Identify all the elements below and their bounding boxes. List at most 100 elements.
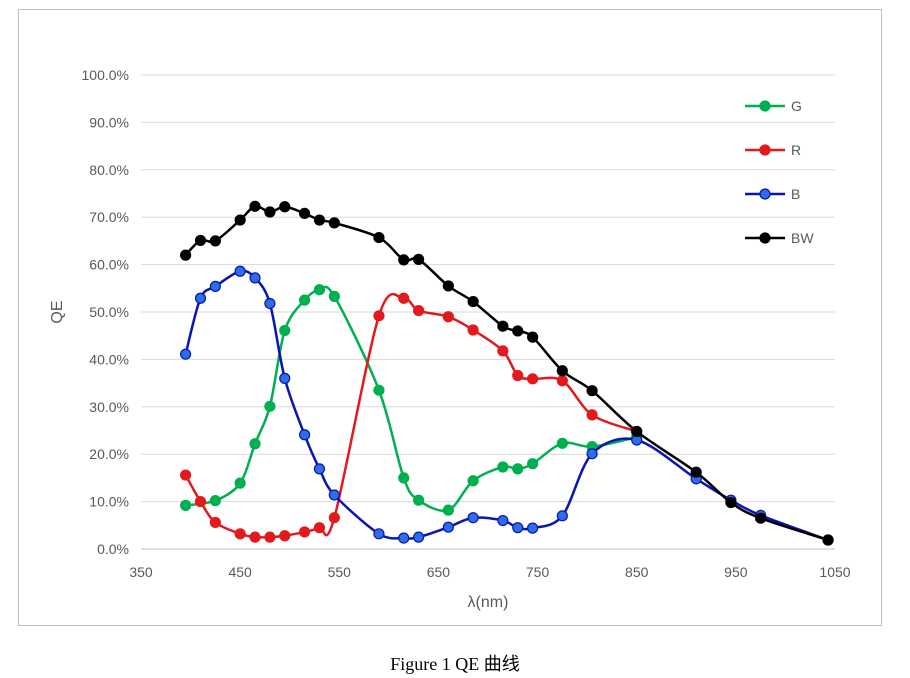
y-tick-label: 0.0%	[97, 541, 129, 557]
series-b	[180, 265, 834, 546]
data-point-g	[512, 463, 524, 475]
data-point-b	[373, 528, 385, 540]
data-point-g	[556, 437, 568, 449]
series-lines	[180, 200, 834, 546]
y-tick-label: 90.0%	[89, 114, 129, 130]
gridlines	[141, 74, 835, 550]
figure-caption: Figure 1 QE 曲线	[390, 654, 520, 674]
x-tick-label: 350	[129, 564, 153, 580]
data-point-b	[194, 292, 207, 304]
data-point-bw	[725, 496, 737, 509]
data-point-g	[527, 458, 539, 470]
data-point-r	[467, 324, 479, 336]
x-tick-label: 950	[724, 564, 748, 580]
data-point-bw	[527, 331, 539, 343]
data-point-b	[497, 514, 509, 527]
legend-entry-b: B	[745, 186, 800, 202]
data-point-g	[373, 384, 385, 396]
data-point-r	[209, 516, 221, 529]
data-point-bw	[442, 280, 454, 292]
data-point-bw	[690, 466, 702, 478]
data-point-g	[467, 475, 479, 487]
data-point-r	[194, 496, 207, 508]
series-bw	[180, 200, 834, 546]
legend: G R B BW	[745, 98, 814, 246]
data-point-bw	[556, 365, 568, 377]
data-point-bw	[298, 207, 311, 220]
data-point-g	[328, 290, 340, 302]
data-point-bw	[313, 214, 326, 226]
data-point-b	[413, 531, 425, 543]
y-tick-label: 40.0%	[89, 351, 129, 367]
data-point-r	[298, 526, 311, 538]
data-point-g	[298, 294, 311, 306]
data-point-r	[279, 530, 291, 542]
data-point-g	[234, 477, 246, 489]
data-point-g	[264, 400, 276, 412]
data-point-b	[298, 429, 311, 441]
data-point-r	[373, 310, 385, 322]
x-tick-label: 750	[526, 564, 550, 580]
data-point-r	[249, 531, 261, 543]
data-point-b	[512, 522, 524, 534]
data-point-bw	[822, 534, 834, 546]
data-point-r	[313, 522, 326, 534]
legend-marker-bw	[759, 232, 771, 244]
data-point-r	[527, 373, 539, 385]
data-point-b	[249, 272, 261, 284]
data-point-bw	[512, 325, 524, 337]
data-point-b	[527, 522, 539, 534]
data-point-bw	[398, 254, 410, 266]
x-tick-label: 1050	[819, 564, 850, 580]
data-point-g	[209, 495, 221, 507]
data-point-g	[398, 472, 410, 484]
data-point-bw	[467, 295, 479, 308]
y-tick-label: 70.0%	[89, 209, 129, 225]
y-tick-labels: 0.0% 10.0% 20.0% 30.0% 40.0% 50.0% 60.0% 70.0% 8…	[82, 67, 129, 557]
data-point-bw	[279, 201, 291, 213]
data-point-b	[467, 512, 479, 524]
legend-label-r: R	[791, 142, 801, 158]
y-tick-label: 60.0%	[89, 257, 129, 273]
legend-marker-r	[759, 144, 771, 156]
legend-entry-g: G	[745, 98, 802, 114]
x-axis-title: λ(nm)	[468, 594, 509, 611]
data-point-bw	[586, 385, 598, 397]
data-point-r	[398, 292, 410, 304]
x-tick-label: 450	[228, 564, 252, 580]
data-point-bw	[413, 253, 425, 265]
legend-marker-b	[759, 188, 771, 200]
data-point-g	[180, 499, 192, 511]
data-point-b	[313, 463, 326, 475]
series-line-r	[184, 292, 638, 539]
data-point-bw	[194, 234, 207, 247]
legend-entry-bw: BW	[745, 230, 814, 246]
data-point-b	[209, 280, 221, 293]
data-point-bw	[328, 217, 340, 229]
data-point-bw	[631, 425, 643, 438]
data-point-b	[279, 372, 291, 384]
y-axis-title: QE	[49, 300, 66, 323]
data-point-b	[398, 532, 410, 544]
data-point-b	[180, 348, 192, 360]
y-tick-label: 10.0%	[89, 494, 129, 510]
data-point-r	[328, 512, 340, 524]
data-point-r	[264, 531, 276, 543]
data-point-bw	[373, 231, 385, 244]
series-line-bw	[184, 204, 829, 542]
data-point-r	[556, 375, 568, 387]
legend-label-bw: BW	[791, 230, 814, 246]
y-tick-label: 30.0%	[89, 399, 129, 415]
y-tick-label: 20.0%	[89, 446, 129, 462]
data-point-b	[264, 297, 276, 310]
data-point-r	[512, 369, 524, 382]
data-point-bw	[180, 249, 192, 261]
data-point-b	[234, 265, 246, 277]
data-point-bw	[209, 235, 221, 247]
data-point-g	[279, 324, 291, 337]
series-r	[180, 292, 643, 543]
y-tick-label: 100.0%	[82, 67, 129, 83]
data-point-b	[556, 510, 568, 522]
legend-entry-r: R	[745, 142, 801, 158]
